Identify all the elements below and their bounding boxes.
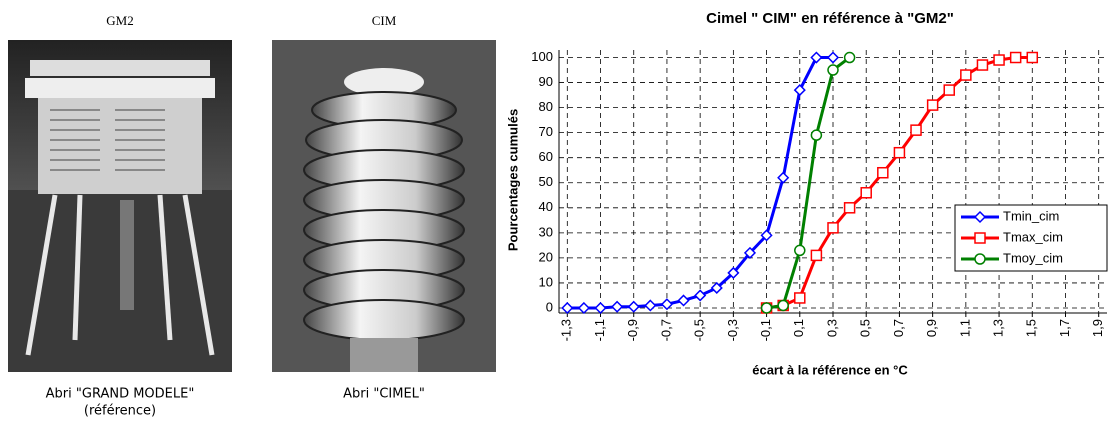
marker xyxy=(794,244,806,257)
x-tick-label: -1,3 xyxy=(559,319,574,341)
marker xyxy=(993,54,1005,66)
x-tick-label: 0,7 xyxy=(891,319,906,337)
marker xyxy=(561,301,574,315)
legend-label: Tmin_cim xyxy=(1003,208,1059,223)
marker xyxy=(627,300,640,313)
marker xyxy=(826,51,840,64)
marker xyxy=(777,299,789,312)
marker xyxy=(760,302,773,314)
y-tick-label: 0 xyxy=(546,299,553,314)
marker xyxy=(644,299,657,312)
photo-label: CIM xyxy=(372,13,397,28)
marker xyxy=(926,99,939,111)
marker xyxy=(694,289,707,302)
marker xyxy=(827,222,839,234)
x-tick-label: 1,3 xyxy=(990,319,1005,337)
x-tick-label: 1,1 xyxy=(957,319,972,337)
x-tick-label: -1,1 xyxy=(592,319,607,341)
y-tick-label: 50 xyxy=(539,174,553,189)
x-axis-label: écart à la référence en °C xyxy=(752,362,908,377)
y-tick-label: 100 xyxy=(531,49,553,64)
legend-label: Tmax_cim xyxy=(1003,229,1063,244)
y-tick-label: 20 xyxy=(539,249,553,264)
x-tick-label: 0,3 xyxy=(824,319,839,337)
marker xyxy=(677,294,690,307)
x-tick-label: -0,7 xyxy=(658,319,673,341)
marker xyxy=(843,51,856,64)
marker xyxy=(974,232,986,244)
photo-caption: Abri "GRAND MODELE" xyxy=(46,387,195,402)
y-tick-label: 60 xyxy=(539,149,553,164)
x-tick-label: -0,9 xyxy=(625,319,640,341)
marker xyxy=(1026,51,1039,64)
marker xyxy=(943,84,955,96)
marker xyxy=(611,300,624,313)
marker xyxy=(810,249,823,262)
y-tick-label: 40 xyxy=(539,199,553,214)
y-tick-label: 80 xyxy=(539,99,553,114)
photo-cim xyxy=(272,40,496,372)
x-tick-label: -0,1 xyxy=(758,319,773,341)
marker xyxy=(794,292,806,304)
y-axis-label: Pourcentages cumulés xyxy=(505,109,520,251)
y-tick-label: 90 xyxy=(539,74,553,89)
marker xyxy=(743,246,757,259)
marker xyxy=(843,202,856,214)
marker xyxy=(960,69,972,81)
x-tick-label: 0,5 xyxy=(858,319,873,337)
marker xyxy=(660,298,673,311)
marker xyxy=(777,171,790,184)
marker xyxy=(810,129,823,141)
legend-label: Tmoy_cim xyxy=(1003,250,1063,265)
marker xyxy=(973,210,987,224)
photo-caption: (référence) xyxy=(84,404,156,419)
marker xyxy=(877,166,889,179)
marker xyxy=(710,281,723,295)
marker xyxy=(793,84,806,97)
marker xyxy=(810,51,823,64)
marker xyxy=(827,64,839,76)
x-tick-label: 0,9 xyxy=(924,319,939,337)
marker xyxy=(974,253,986,265)
marker xyxy=(760,229,773,242)
x-tick-label: -0,5 xyxy=(692,319,707,341)
y-tick-label: 10 xyxy=(539,274,553,289)
marker xyxy=(594,301,607,315)
marker xyxy=(893,146,906,159)
photo-caption: Abri "CIMEL" xyxy=(343,387,425,402)
x-tick-label: 1,7 xyxy=(1057,319,1072,337)
x-tick-label: 1,5 xyxy=(1024,319,1039,337)
photo-gm2 xyxy=(8,40,232,372)
x-tick-label: 0,1 xyxy=(791,319,806,337)
photo-label: GM2 xyxy=(106,13,133,28)
y-tick-label: 70 xyxy=(539,124,553,139)
y-tick-label: 30 xyxy=(539,224,553,239)
chart-title: Cimel " CIM" en référence à "GM2" xyxy=(706,10,954,27)
x-tick-label: -0,3 xyxy=(725,319,740,341)
marker xyxy=(727,266,740,279)
marker xyxy=(976,59,989,71)
marker xyxy=(910,124,922,136)
marker xyxy=(1009,51,1022,64)
x-tick-label: 1,9 xyxy=(1090,319,1105,337)
marker xyxy=(860,187,872,199)
marker xyxy=(577,301,590,315)
